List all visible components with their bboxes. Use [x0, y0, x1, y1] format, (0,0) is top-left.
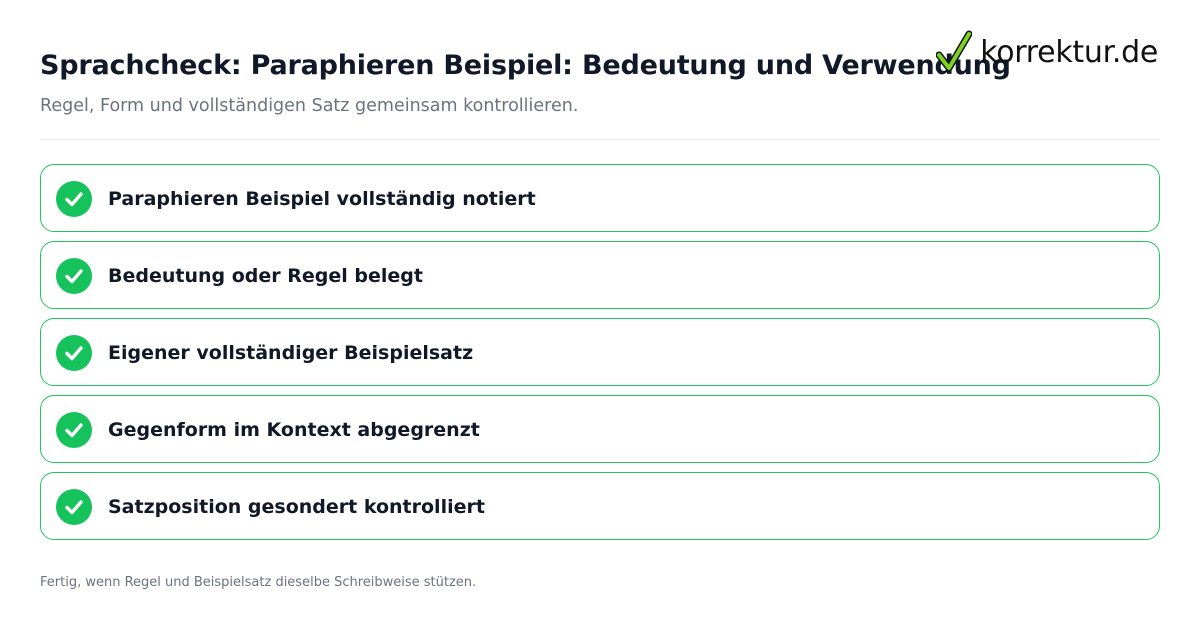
- page-subtitle: Regel, Form und vollständigen Satz gemei…: [40, 96, 579, 116]
- check-circle-icon: [56, 489, 92, 525]
- checklist-item-label: Gegenform im Kontext abgegrenzt: [108, 419, 480, 441]
- checkmark-icon: [936, 30, 973, 72]
- check-circle-icon: [56, 335, 92, 371]
- checklist-item: Eigener vollständiger Beispielsatz: [40, 318, 1160, 386]
- checklist-item: Satzposition gesondert kontrolliert: [40, 472, 1160, 540]
- page: Sprachcheck: Paraphieren Beispiel: Bedeu…: [40, 0, 1160, 630]
- checklist-item-label: Satzposition gesondert kontrolliert: [108, 496, 485, 518]
- checklist: Paraphieren Beispiel vollständig notiert…: [40, 164, 1160, 549]
- checklist-item: Paraphieren Beispiel vollständig notiert: [40, 164, 1160, 232]
- checklist-item: Bedeutung oder Regel belegt: [40, 241, 1160, 309]
- brand-logo-text: korrektur.de: [980, 34, 1158, 70]
- checklist-item-label: Bedeutung oder Regel belegt: [108, 265, 423, 287]
- check-circle-icon: [56, 258, 92, 294]
- checklist-item: Gegenform im Kontext abgegrenzt: [40, 395, 1160, 463]
- header: Sprachcheck: Paraphieren Beispiel: Bedeu…: [40, 0, 1160, 140]
- checklist-item-label: Eigener vollständiger Beispielsatz: [108, 342, 474, 364]
- page-title: Sprachcheck: Paraphieren Beispiel: Bedeu…: [40, 50, 1011, 81]
- brand-logo[interactable]: korrektur.de: [936, 28, 1158, 76]
- check-circle-icon: [56, 181, 92, 217]
- check-circle-icon: [56, 412, 92, 448]
- footer-note: Fertig, wenn Regel und Beispielsatz dies…: [40, 575, 477, 590]
- checklist-item-label: Paraphieren Beispiel vollständig notiert: [108, 188, 536, 210]
